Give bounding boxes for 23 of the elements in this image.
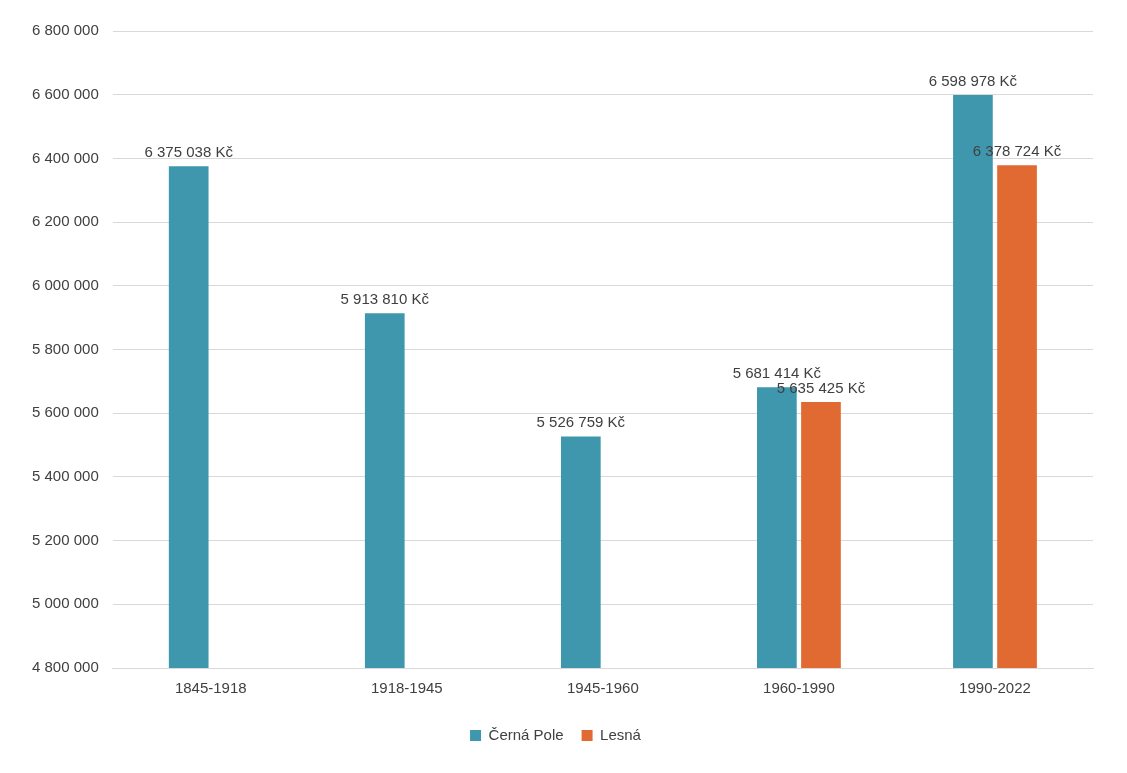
x-tick-label: 1945-1960 — [567, 679, 639, 697]
data-label: 5 913 810 Kč — [340, 289, 430, 307]
legend-label: Černá Pole — [488, 725, 564, 743]
y-tick-label: 6 600 000 — [32, 84, 99, 102]
data-label: 6 598 978 Kč — [928, 71, 1018, 89]
x-tick-label: 1918-1945 — [370, 679, 443, 697]
data-label: 5 526 759 Kč — [536, 413, 626, 431]
y-tick-label: 5 200 000 — [32, 530, 99, 548]
y-tick-label: 6 200 000 — [32, 212, 99, 230]
y-tick-label: 5 800 000 — [32, 339, 99, 357]
y-tick-label: 6 000 000 — [32, 275, 99, 293]
y-tick-label: 5 000 000 — [32, 594, 99, 612]
y-tick-label: 6 400 000 — [32, 148, 99, 166]
x-tick-label: 1990-2022 — [959, 679, 1031, 697]
legend-label: Lesná — [600, 725, 642, 743]
x-tick-label: 1960-1990 — [763, 679, 835, 697]
y-tick-label: 5 400 000 — [32, 467, 99, 485]
x-tick-label: 1845-1918 — [174, 679, 247, 697]
data-label: 6 375 038 Kč — [144, 142, 234, 160]
y-tick-label: 6 800 000 — [32, 21, 99, 39]
y-tick-label: 4 800 000 — [32, 658, 99, 676]
data-label: 5 681 414 Kč — [732, 363, 822, 381]
y-tick-label: 5 600 000 — [32, 403, 99, 421]
